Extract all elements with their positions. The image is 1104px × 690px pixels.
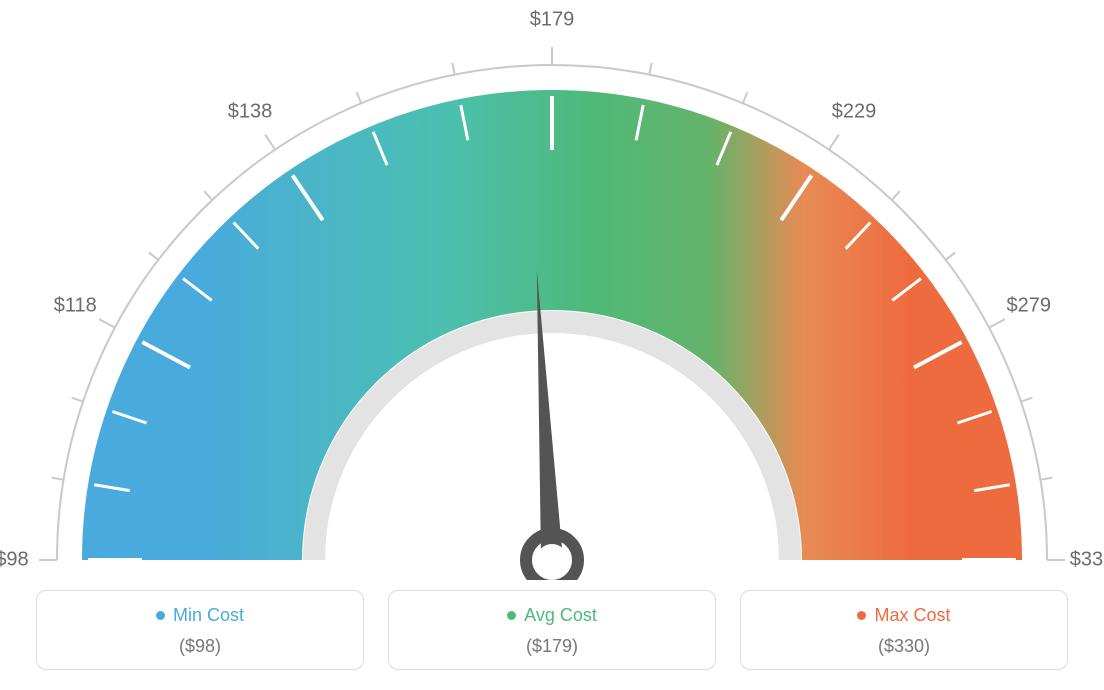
- dot-icon: [507, 611, 516, 620]
- legend-card-min: Min Cost ($98): [36, 590, 364, 670]
- legend-label: Avg Cost: [524, 605, 597, 626]
- legend-row: Min Cost ($98) Avg Cost ($179) Max Cost …: [0, 590, 1104, 670]
- legend-title-max: Max Cost: [857, 605, 950, 626]
- gauge-tick-label: $98: [0, 549, 29, 572]
- legend-card-avg: Avg Cost ($179): [388, 590, 716, 670]
- gauge-tick-label: $229: [832, 101, 877, 124]
- dot-icon: [156, 611, 165, 620]
- legend-title-min: Min Cost: [156, 605, 244, 626]
- legend-label: Max Cost: [874, 605, 950, 626]
- gauge-tick-label: $330: [1070, 549, 1104, 572]
- gauge-tick-label: $118: [54, 295, 97, 318]
- dot-icon: [857, 611, 866, 620]
- legend-value: ($179): [399, 636, 705, 657]
- legend-card-max: Max Cost ($330): [740, 590, 1068, 670]
- legend-value: ($98): [47, 636, 353, 657]
- cost-gauge: $98 $118 $138 $179 $229 $279 $330: [0, 0, 1104, 580]
- legend-label: Min Cost: [173, 605, 244, 626]
- gauge-tick-label: $138: [228, 101, 273, 124]
- legend-value: ($330): [751, 636, 1057, 657]
- gauge-tick-label: $279: [1007, 295, 1052, 318]
- gauge-tick-label: $179: [530, 9, 575, 32]
- gauge-svg: [0, 0, 1104, 580]
- legend-title-avg: Avg Cost: [507, 605, 597, 626]
